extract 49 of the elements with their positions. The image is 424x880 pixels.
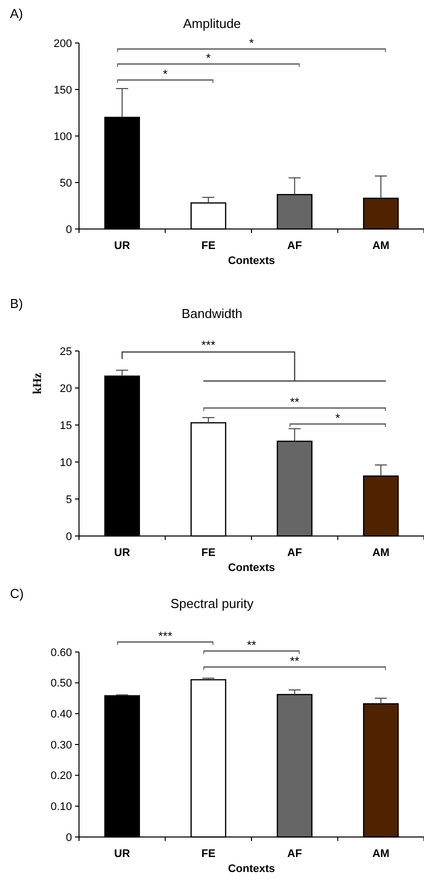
y-tick-label: 150 — [54, 84, 72, 96]
y-tick-label: 5 — [66, 494, 72, 506]
y-tick-label: 0.10 — [50, 801, 72, 814]
y-tick-label: 0.50 — [50, 678, 72, 690]
y-tick-label: 200 — [54, 38, 72, 50]
y-tick-label: 10 — [60, 456, 72, 469]
annotation: * — [249, 36, 254, 50]
x-tick-label: AM — [372, 547, 390, 559]
annotation: * — [335, 411, 340, 425]
x-axis-title: Contexts — [228, 255, 276, 267]
x-tick-label: AF — [287, 240, 302, 252]
y-tick-label: 0 — [66, 530, 72, 543]
y-tick-label: 100 — [54, 130, 72, 143]
y-tick-label: 0.30 — [50, 739, 72, 752]
text: *** — [158, 629, 173, 643]
y-tick-label: 50 — [60, 177, 72, 190]
x-tick-label: AF — [287, 848, 302, 860]
chart-title: Spectral purity — [170, 596, 254, 611]
y-axis-title: kHz — [30, 372, 44, 394]
y-tick-label: 20 — [60, 382, 72, 395]
y-tick-label: 0 — [66, 224, 72, 236]
x-tick-label: UR — [114, 848, 130, 860]
annotation: ** — [290, 654, 300, 668]
x-tick-label: AM — [372, 848, 390, 860]
text: B) — [10, 296, 23, 311]
annotation: *** — [201, 338, 216, 352]
text: ** — [246, 638, 256, 652]
text: C) — [10, 586, 24, 601]
x-axis-title: Contexts — [228, 863, 276, 875]
x-tick-label: FE — [201, 547, 216, 559]
y-tick-label: 0.60 — [50, 646, 72, 659]
x-tick-label: FE — [201, 240, 216, 252]
annotation: * — [206, 51, 212, 65]
annotation: ** — [290, 395, 300, 409]
annotation: * — [162, 67, 168, 81]
x-tick-label: UR — [114, 547, 130, 559]
x-tick-label: FE — [201, 848, 216, 860]
y-tick-label: 25 — [60, 346, 72, 358]
y-tick-label: 15 — [60, 420, 72, 432]
x-tick-label: UR — [114, 240, 130, 252]
y-tick-label: 0.20 — [50, 770, 72, 782]
y-tick-label: 0.40 — [50, 708, 72, 721]
x-tick-label: AM — [372, 240, 390, 252]
y-tick-label: 0 — [66, 832, 72, 844]
text: A) — [10, 6, 23, 21]
x-tick-label: AF — [287, 547, 302, 559]
x-axis-title: Contexts — [228, 562, 276, 574]
chart-title: Amplitude — [183, 16, 241, 31]
chart-title: Bandwidth — [182, 306, 242, 321]
